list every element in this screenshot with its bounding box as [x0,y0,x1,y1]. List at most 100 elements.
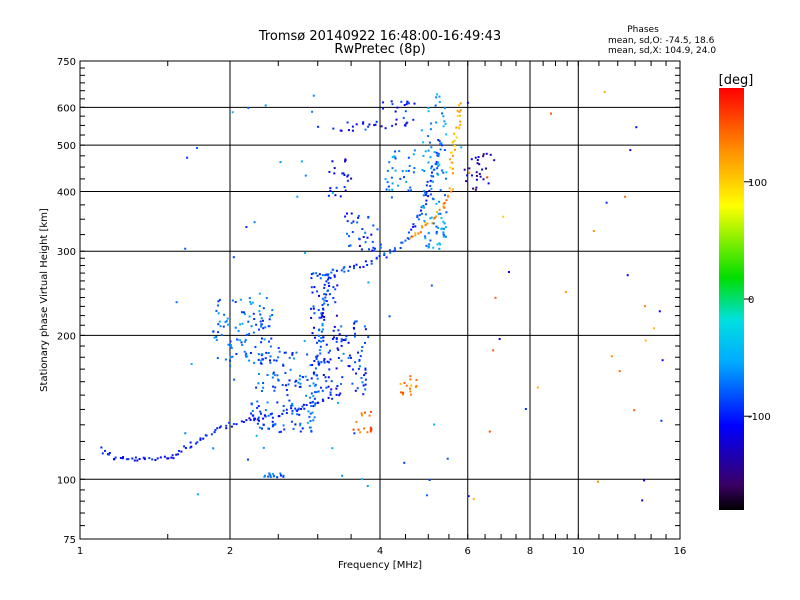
data-point [339,195,342,198]
data-point [217,304,219,307]
data-point [430,167,432,170]
data-point [352,428,355,431]
data-point [392,250,395,253]
data-point [166,457,169,460]
data-point [353,327,355,330]
data-point [287,383,290,386]
data-point [264,104,267,107]
data-point [189,441,192,444]
data-point [291,352,294,354]
data-point [310,316,313,319]
data-point [408,231,410,234]
data-point [323,302,326,305]
data-point [331,338,334,340]
data-point [240,420,243,423]
data-point [234,301,237,303]
data-point [303,339,306,342]
data-point [290,404,293,407]
data-point [410,384,413,387]
data-point [305,394,308,397]
data-point [419,231,422,234]
data-point [468,167,471,170]
data-point [405,180,408,183]
data-point [458,104,460,107]
data-point [127,458,130,461]
data-point [449,166,452,169]
data-point [310,377,313,380]
data-point [332,336,335,339]
data-point [367,281,370,284]
data-point [364,241,367,244]
data-point [311,364,314,366]
data-point [276,401,279,404]
data-point [319,345,322,348]
data-point [253,318,256,320]
data-point [125,458,128,461]
y-tick-label: 100 [57,475,76,486]
data-point [344,189,347,192]
data-point [255,434,258,437]
data-point [227,323,229,326]
data-point [218,320,221,323]
data-point [424,193,427,196]
data-point [421,226,424,229]
data-point [435,96,438,99]
y-axis-label: Stationary phase Virtual Height [km] [39,208,50,392]
data-point [433,216,436,219]
data-point [274,423,277,426]
data-point [264,357,267,360]
data-point [340,269,343,272]
data-point [320,312,323,315]
data-point [257,353,260,356]
data-point [244,313,246,316]
data-point [424,224,427,227]
data-point [430,284,433,287]
data-point [335,314,338,317]
data-point [313,397,316,400]
data-point [323,283,326,286]
data-point [304,375,307,378]
data-point [268,340,270,343]
data-point [217,312,220,315]
data-point [143,457,146,460]
data-point [318,316,321,319]
data-point [350,212,353,215]
data-point [485,167,487,170]
data-point [327,376,330,379]
data-point [325,300,328,303]
data-point [361,414,363,417]
data-point [312,382,315,385]
data-point [258,426,261,429]
data-point [196,441,199,444]
data-point [346,220,349,223]
data-point [653,327,656,330]
data-point [263,338,266,341]
data-point [471,174,473,177]
data-point [494,296,497,299]
data-point [474,188,477,191]
data-point [370,233,373,236]
data-point [360,349,363,352]
data-point [257,416,260,419]
data-point [337,401,339,404]
data-point [643,479,646,482]
data-point [341,172,344,175]
data-point [334,194,337,197]
data-point [428,479,431,481]
data-point [246,355,249,358]
data-point [210,433,213,436]
x-tick-label: 1 [77,546,83,557]
data-point [321,389,324,392]
data-point [661,359,664,362]
data-point [371,249,374,252]
data-point [309,401,312,404]
data-point [391,124,394,127]
data-point [194,442,197,445]
data-point [404,239,407,242]
data-point [321,274,324,277]
data-point [148,457,151,460]
data-point [434,162,437,165]
data-point [332,268,335,271]
data-point [288,399,291,402]
data-point [393,155,396,158]
